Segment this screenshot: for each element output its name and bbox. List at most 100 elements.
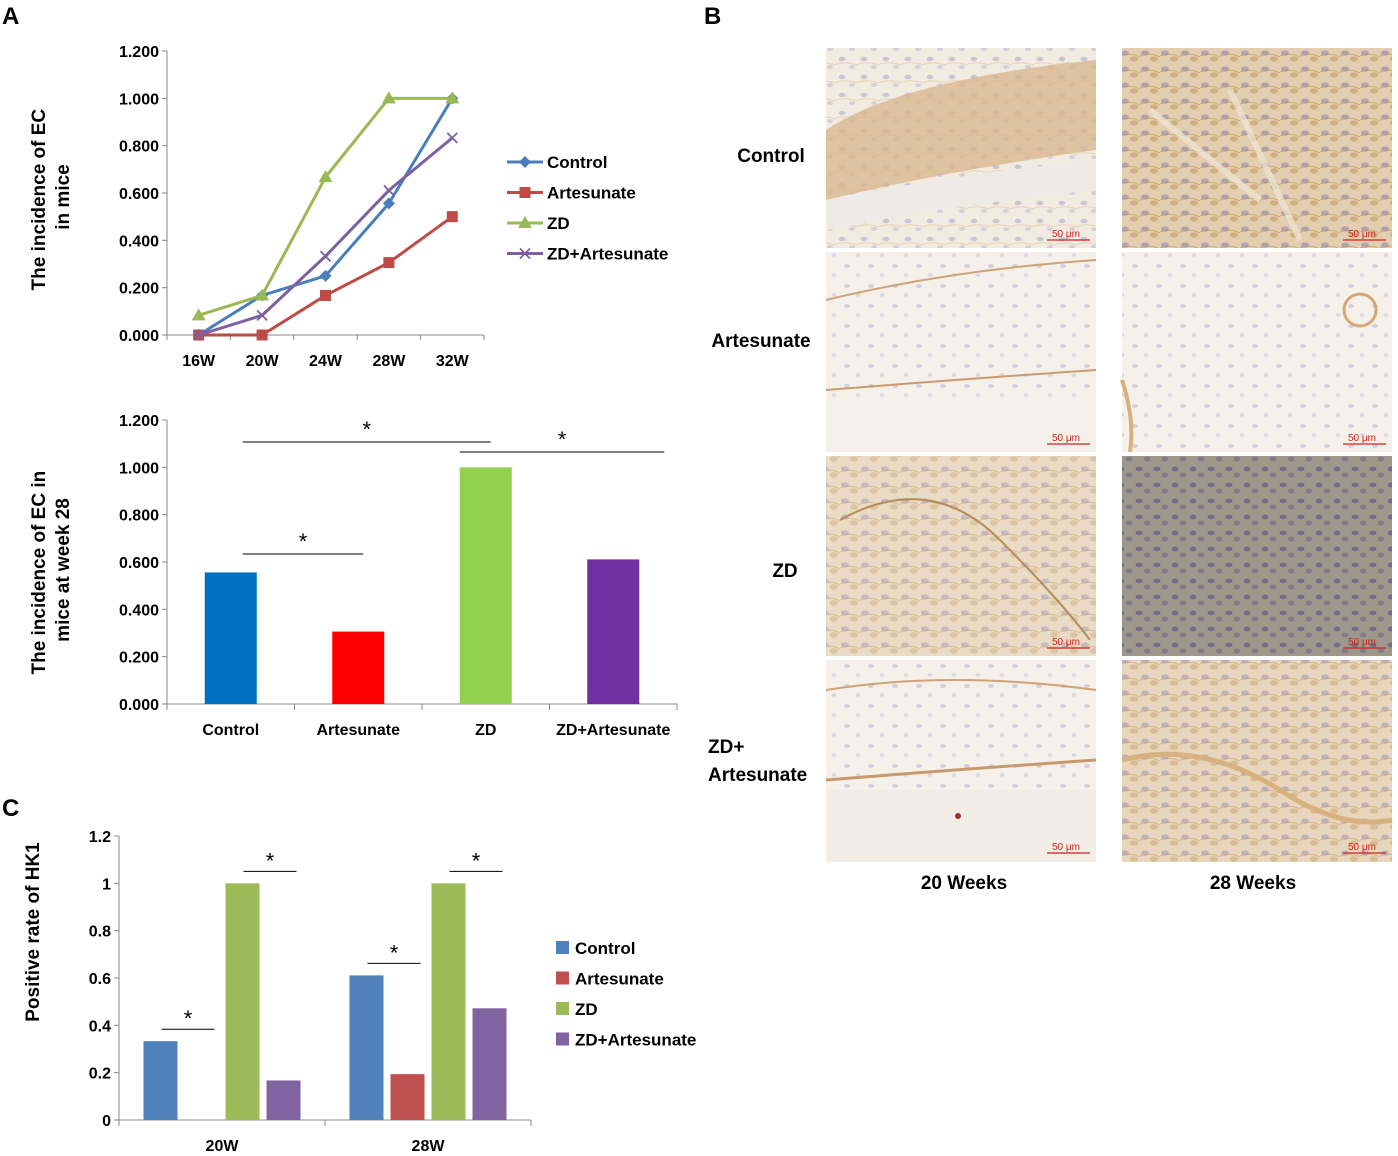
grouped-chart-ylabel: Positive rate of HK1 xyxy=(23,842,44,1022)
micrograph-control-28w xyxy=(1122,48,1392,248)
line-point xyxy=(383,184,395,197)
line-point xyxy=(445,91,460,104)
line-point xyxy=(446,211,458,223)
scale-bar-label: 50 μm xyxy=(1052,433,1080,444)
scale-bar-label: 50 μm xyxy=(1348,842,1376,853)
bar-artesunate xyxy=(332,631,385,704)
line-point xyxy=(193,329,205,341)
bar-chart-week28: The incidence of EC in mice at week 28 0… xyxy=(29,413,678,739)
legend-label-2: ZD xyxy=(575,1000,598,1019)
line-point xyxy=(319,269,332,282)
bar-y-tick-label: 0.600 xyxy=(119,555,159,572)
scale-bars: 50 μm 50 μm 50 μm 50 μm 50 μm 50 μm 50 μ… xyxy=(1047,229,1386,854)
grouped-x-tick-label: 20W xyxy=(206,1138,240,1155)
line-point xyxy=(320,289,331,301)
micrograph-zd-artesunate-28w xyxy=(1121,660,1393,862)
grouped-y-tick-label: 0.6 xyxy=(89,971,111,988)
line-y-tick-label: 0.200 xyxy=(119,281,159,298)
legend-label-2: ZD xyxy=(547,214,570,233)
line-y-tick-label: 0.600 xyxy=(119,186,159,203)
grouped-x-tick-label: 28W xyxy=(412,1138,446,1155)
legend-label-0: Control xyxy=(575,939,635,958)
bar-y-tick-label: 1.200 xyxy=(119,413,159,430)
line-y-tick-label: 1.200 xyxy=(119,44,159,61)
line-point xyxy=(446,132,458,144)
bar-y-tick-label: 0.000 xyxy=(119,697,159,714)
line-x-tick-label: 32W xyxy=(436,353,470,370)
line-y-tick-label: 0.800 xyxy=(119,139,159,156)
scale-bar-label: 50 μm xyxy=(1348,229,1376,240)
micrograph-artesunate-20w xyxy=(825,252,1097,452)
bar-x-tick-label: ZD xyxy=(475,722,496,739)
legend-label-1: Artesunate xyxy=(547,184,636,203)
line-series-2 xyxy=(198,96,453,317)
line-point xyxy=(381,91,396,104)
grouped-y-tick-label: 1.2 xyxy=(89,829,111,846)
significance-star: * xyxy=(184,1006,193,1031)
column-label-20-weeks: 20 Weeks xyxy=(921,873,1007,894)
bar-y-tick-label: 0.800 xyxy=(119,508,159,525)
line-point xyxy=(319,250,332,262)
line-series-3 xyxy=(198,136,454,337)
bar-x-tick-label: Artesunate xyxy=(316,722,400,739)
line-point xyxy=(318,170,333,183)
legend-marker-3 xyxy=(519,247,531,260)
significance-star: * xyxy=(266,848,275,873)
line-x-tick-label: 24W xyxy=(309,353,343,370)
micrograph-control-20w xyxy=(826,48,1096,248)
grouped-bar-1-1 xyxy=(390,1074,425,1120)
legend-label-3: ZD+Artesunate xyxy=(547,245,668,264)
grouped-bar-0-1 xyxy=(349,975,384,1120)
scale-bar-label: 50 μm xyxy=(1348,637,1376,648)
significance-star: * xyxy=(390,940,399,965)
line-x-tick-label: 28W xyxy=(372,353,406,370)
micrograph-zd-artesunate-20w xyxy=(825,660,1097,862)
significance-star: * xyxy=(558,427,567,452)
line-point xyxy=(256,309,268,321)
line-x-tick-label: 20W xyxy=(246,353,280,370)
grouped-y-tick-label: 0 xyxy=(102,1113,111,1130)
legend-marker-2 xyxy=(518,216,532,228)
grouped-y-tick-label: 0.4 xyxy=(89,1018,111,1035)
bar-y-tick-label: 0.200 xyxy=(119,650,159,667)
micrograph-artesunate-28w xyxy=(1120,252,1392,453)
line-y-tick-label: 1.000 xyxy=(119,91,159,108)
line-ylabel-line-2: in mice xyxy=(53,164,74,229)
grouped-y-tick-label: 1 xyxy=(102,876,111,893)
scale-bar-label: 50 μm xyxy=(1052,229,1080,240)
significance-star: * xyxy=(299,529,308,554)
micrograph-grid: 50 μm 50 μm 50 μm 50 μm 50 μm 50 μm 50 μ… xyxy=(708,48,1393,894)
bar-zd-artesunate xyxy=(587,559,640,704)
row-label-artesunate: Artesunate xyxy=(711,331,810,352)
bar-zd xyxy=(459,467,512,704)
panel-label-c: C xyxy=(2,795,19,822)
legend-label-1: Artesunate xyxy=(575,970,664,989)
micrograph-zd-20w xyxy=(826,456,1096,656)
grouped-bar-0-0 xyxy=(143,1041,178,1120)
bar-chart-ylabel: The incidence of EC in mice at week 28 xyxy=(29,465,74,674)
grouped-y-tick-label: 0.2 xyxy=(89,1066,111,1083)
line-ylabel-line-1: The incidence of EC xyxy=(29,109,50,291)
scale-bar-label: 50 μm xyxy=(1052,842,1080,853)
line-point xyxy=(382,197,395,210)
line-point xyxy=(256,329,268,341)
legend-marker-0 xyxy=(519,156,531,168)
row-label-zd-artesunate-line-2: Artesunate xyxy=(708,765,807,786)
grouped-bar-2-1 xyxy=(431,883,466,1120)
row-label-zd: ZD xyxy=(772,561,797,582)
bar-ylabel-line-1: The incidence of EC in xyxy=(29,471,50,675)
panel-label-b: B xyxy=(704,3,721,30)
bar-control xyxy=(204,572,257,704)
legend-swatch-0 xyxy=(556,941,569,954)
bar-y-tick-label: 1.000 xyxy=(119,460,159,477)
scale-bar-label: 50 μm xyxy=(1052,637,1080,648)
grouped-bar-3-1 xyxy=(472,1008,507,1120)
line-y-tick-label: 0.400 xyxy=(119,233,159,250)
bar-y-tick-label: 0.400 xyxy=(119,602,159,619)
legend-label-3: ZD+Artesunate xyxy=(575,1031,696,1050)
bar-ylabel-line-2: mice at week 28 xyxy=(53,498,74,642)
legend-label-0: Control xyxy=(547,153,607,172)
significance-star: * xyxy=(362,417,371,442)
panel-label-a: A xyxy=(2,3,19,30)
legend-swatch-2 xyxy=(556,1002,569,1015)
